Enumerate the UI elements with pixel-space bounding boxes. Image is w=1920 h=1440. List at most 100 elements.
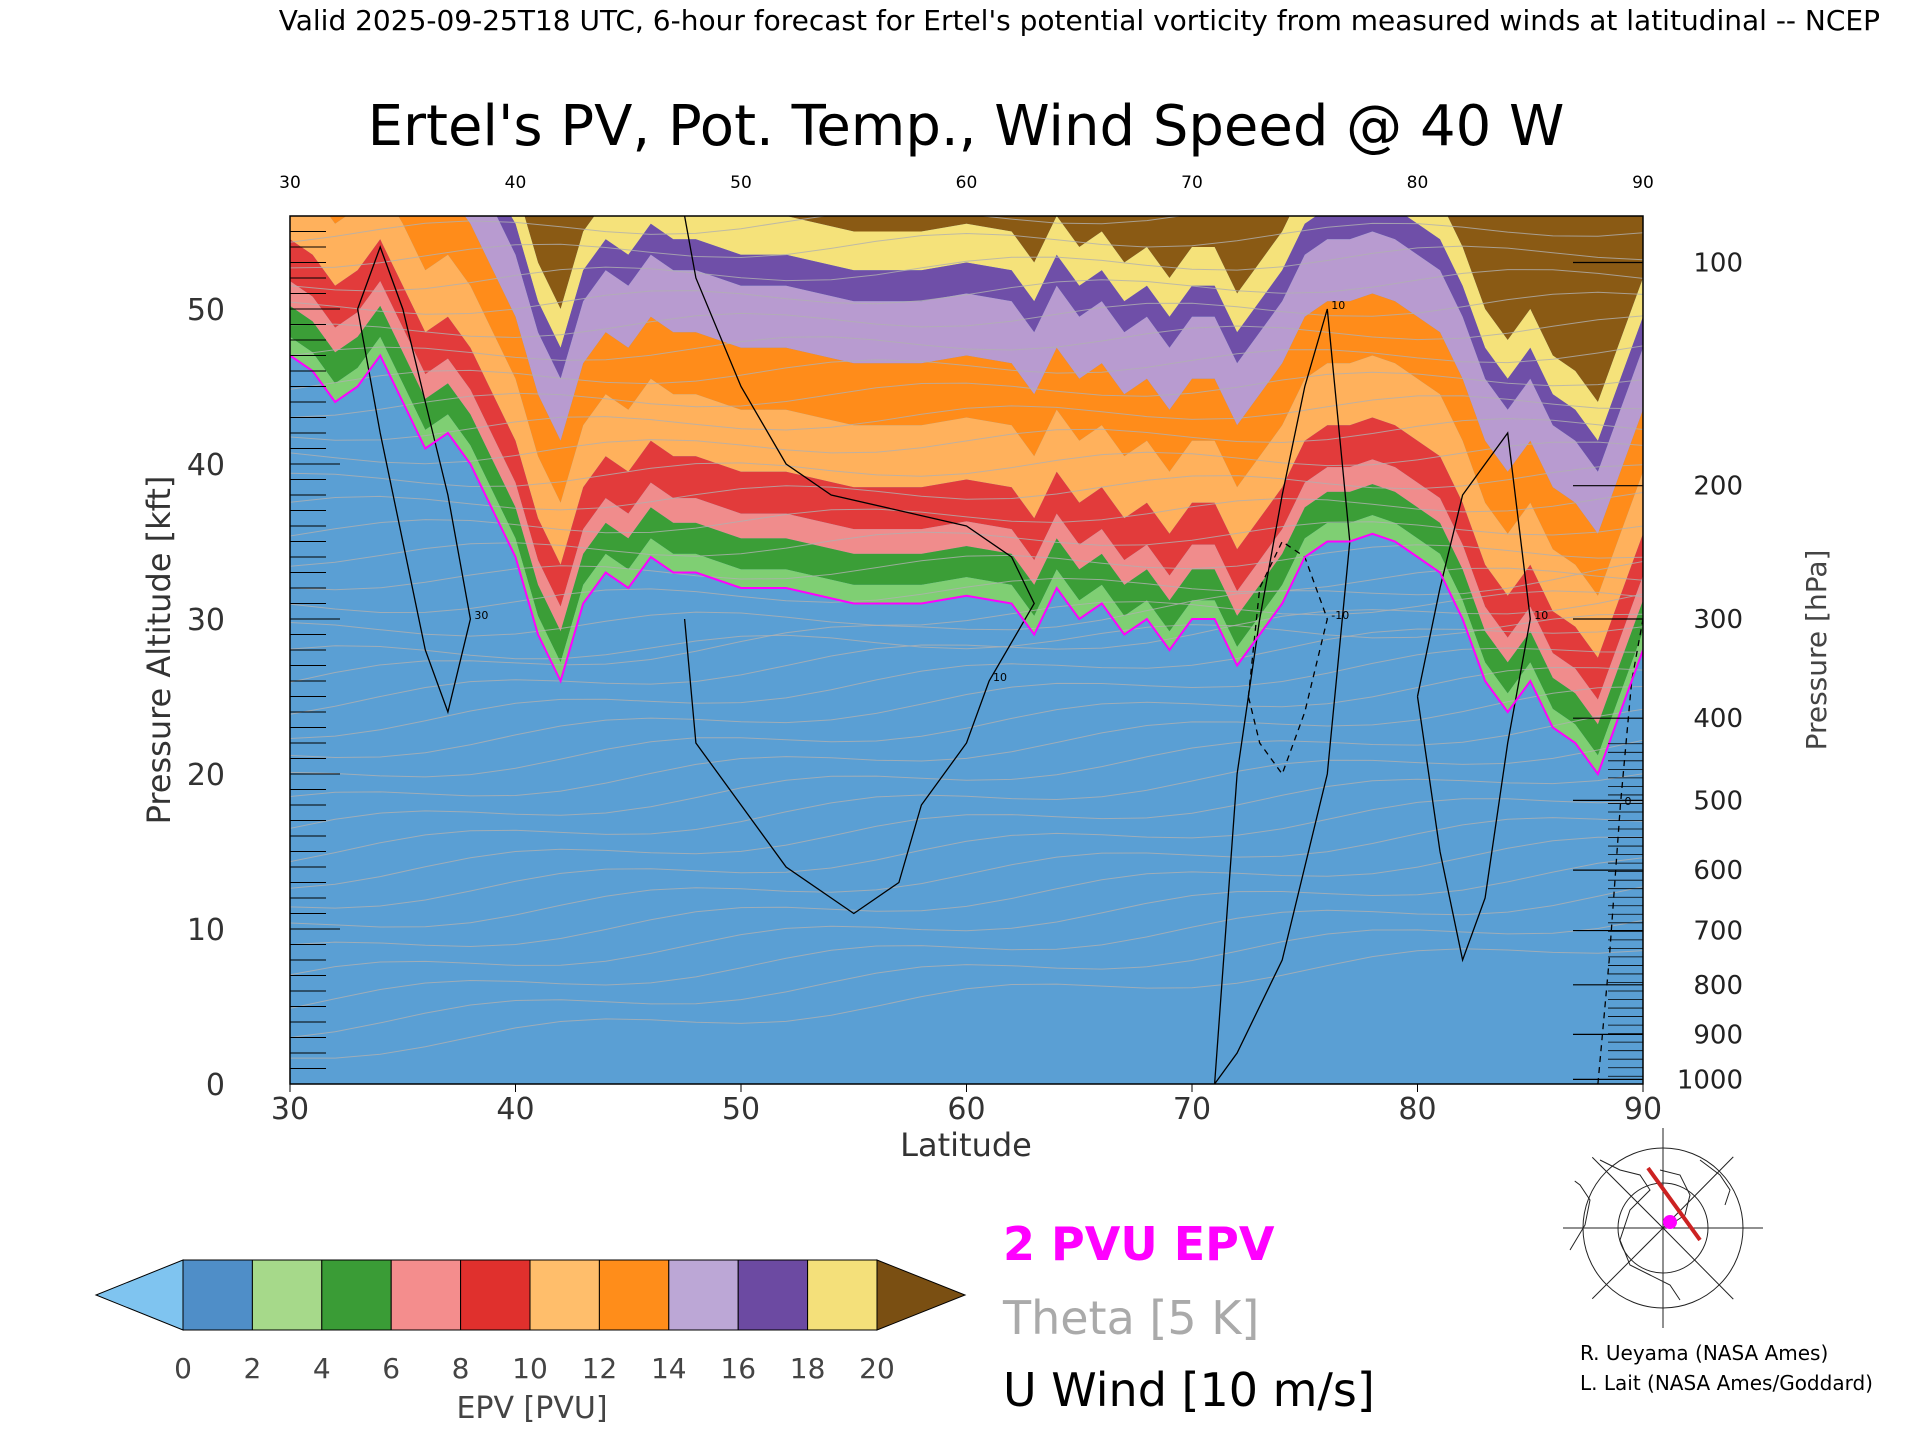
colorbar-tick-label: 16 (720, 1352, 756, 1385)
colorbar-label: EPV [PVU] (456, 1391, 607, 1426)
epv-band-top (524, 216, 1643, 402)
x-tick-label: 30 (271, 1092, 309, 1127)
pressure-tick-label: 400 (1693, 704, 1743, 734)
pv2-line (290, 353, 1643, 777)
colorbar-over (876, 1259, 967, 1331)
valid-header: Valid 2025-09-25T18 UTC, 6-hour forecast… (279, 4, 1880, 37)
colorbar-tick-label: 0 (174, 1352, 192, 1385)
theta-line (290, 666, 1643, 778)
colorbar-tick-label: 8 (452, 1352, 470, 1385)
theta-line (290, 626, 1643, 739)
colorbar-tick-label: 14 (651, 1352, 687, 1385)
top-tick-label: 30 (279, 173, 301, 193)
theta-line (290, 836, 1643, 948)
wind-contour-3 (1247, 540, 1328, 776)
y-tick-label: 40 (187, 448, 225, 483)
map-track (1646, 1166, 1702, 1242)
colorbar-tick-label: 4 (313, 1352, 331, 1385)
epv-band-5 (290, 216, 1643, 658)
x-tick-label: 40 (496, 1092, 534, 1127)
wind-contour-label: 10 (993, 671, 1007, 684)
theta-line (290, 773, 1643, 889)
top-tick-label: 70 (1181, 173, 1203, 193)
colorbar-cell (251, 1259, 323, 1331)
x-tick-label: 80 (1398, 1092, 1436, 1127)
pressure-tick-label: 500 (1693, 786, 1743, 816)
theta-line (290, 291, 1643, 339)
theta-line (290, 798, 1643, 909)
theta-line (290, 464, 1643, 511)
pressure-tick-label: 600 (1693, 856, 1743, 886)
colorbar-cell (598, 1259, 670, 1331)
theta-line (290, 647, 1643, 759)
theta-line (290, 567, 1643, 614)
colorbar-cell (529, 1259, 600, 1331)
pressure-tick-label: 300 (1693, 605, 1743, 635)
pressure-tick-label: 1000 (1677, 1065, 1743, 1095)
theta-line (290, 222, 1643, 269)
y-tick-label: 10 (187, 913, 225, 948)
colorbar-tick-label: 2 (243, 1352, 261, 1385)
pressure-tick-label: 700 (1693, 917, 1743, 947)
colorbar-cell (807, 1259, 878, 1331)
map-inset (1545, 1128, 1763, 1328)
x-tick-label: 70 (1173, 1092, 1211, 1127)
legend-theta: Theta [5 K] (1002, 1291, 1259, 1345)
y2-axis-label: Pressure [hPa] (1800, 550, 1833, 751)
credit-line-1: R. Ueyama (NASA Ames) (1580, 1341, 1828, 1365)
theta-line (290, 245, 1643, 292)
epv-band-6 (329, 216, 1643, 596)
theta-line (290, 857, 1643, 976)
pressure-tick-label: 800 (1693, 971, 1743, 1001)
theta-line (290, 417, 1643, 465)
wind-contour-2 (1213, 308, 1351, 1084)
plot-area: 10 30 10 -10 10 0 (289, 215, 1644, 1085)
colorbar-cell (737, 1259, 809, 1331)
wind-contour-0 (683, 216, 1035, 915)
theta-line (290, 492, 1643, 537)
y-tick-label: 50 (187, 293, 225, 328)
y-axis-label: Pressure Altitude [kft] (140, 476, 178, 825)
wind-contour-1 (356, 245, 472, 715)
theta-line (290, 269, 1643, 315)
theta-line (290, 561, 1643, 683)
colorbar-tick-label: 10 (512, 1352, 548, 1385)
theta-line (290, 593, 1643, 715)
theta-line (290, 345, 1643, 390)
legend-uwind: U Wind [10 m/s] (1003, 1363, 1375, 1417)
colorbar-tick-label: 18 (790, 1352, 826, 1385)
wind-contour-label: 30 (474, 609, 488, 622)
top-tick-label: 50 (730, 173, 752, 193)
chart-title: Ertel's PV, Pot. Temp., Wind Speed @ 40 … (368, 94, 1565, 159)
theta-line (290, 613, 1643, 660)
theta-line (290, 886, 1643, 1009)
colorbar-tick-label: 6 (382, 1352, 400, 1385)
wind-contour-4 (1416, 431, 1531, 963)
top-tick-label: 60 (956, 173, 978, 193)
colorbar (94, 1259, 967, 1331)
colorbar-cell (668, 1259, 739, 1331)
wind-contour-label: -10 (1331, 609, 1349, 622)
top-tick-label: 80 (1407, 173, 1429, 193)
x-axis-label: Latitude (900, 1126, 1032, 1164)
colorbar-cell (182, 1259, 253, 1331)
theta-line (290, 371, 1643, 418)
colorbar-cell (390, 1259, 462, 1331)
pressure-tick-label: 200 (1693, 472, 1743, 502)
theta-line (290, 395, 1643, 441)
theta-line (290, 521, 1643, 567)
x-tick-label: 60 (947, 1092, 985, 1127)
pressure-tick-label: 900 (1693, 1020, 1743, 1050)
colorbar-tick-label: 12 (582, 1352, 618, 1385)
theta-line (290, 686, 1643, 797)
y-tick-label: 30 (187, 603, 225, 638)
y-tick-label: 0 (206, 1068, 225, 1103)
theta-line (290, 919, 1643, 1038)
wind-contour-label: 10 (1534, 609, 1548, 622)
wind-contour-label: 10 (1331, 299, 1345, 312)
theta-line (290, 708, 1643, 829)
map-marker (1663, 1215, 1677, 1229)
colorbar-cell (321, 1259, 392, 1331)
theta-line (290, 441, 1643, 488)
wind-contour-label: 0 (1624, 795, 1631, 808)
